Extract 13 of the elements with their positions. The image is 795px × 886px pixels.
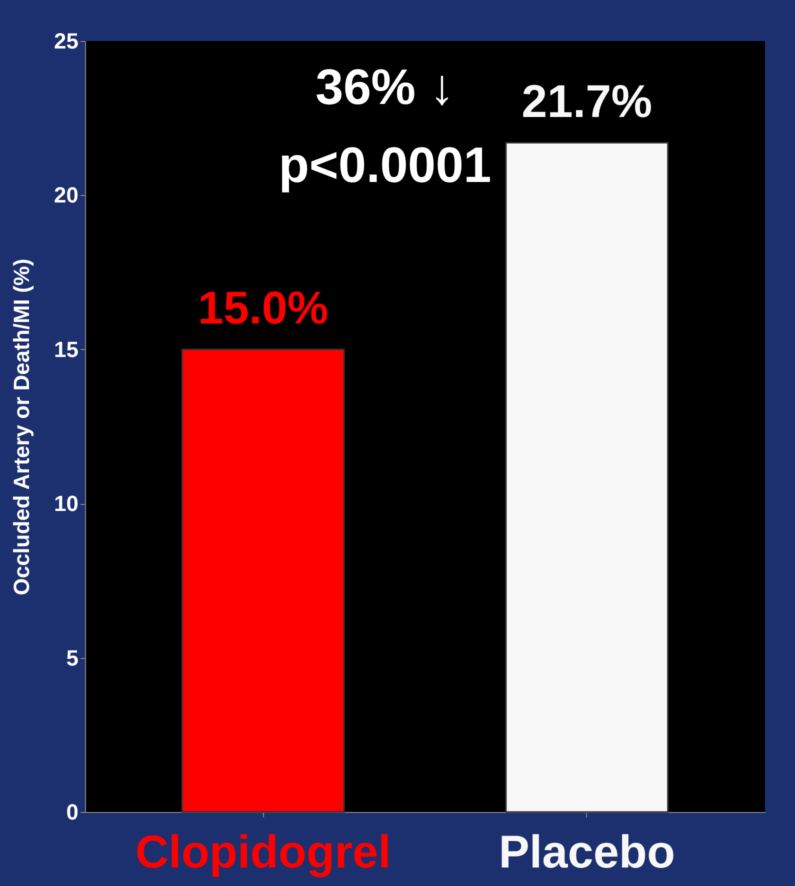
y-tick-label: 20 — [54, 182, 78, 208]
y-axis-title: Occluded Artery or Death/MI (%) — [9, 258, 34, 596]
y-tick-label: 10 — [54, 491, 78, 516]
data-label: 15.0% — [198, 281, 328, 334]
y-tick-label: 25 — [54, 28, 78, 54]
y-tick-label: 15 — [54, 336, 78, 362]
annotation: p<0.0001 — [278, 137, 492, 193]
x-tick-label: Placebo — [498, 826, 676, 878]
annotation: 36% ↓ — [316, 59, 454, 115]
x-tick-label: Clopidogrel — [135, 826, 391, 878]
data-label: 21.7% — [522, 74, 652, 127]
y-tick-label: 5 — [66, 645, 78, 670]
y-tick-label: 0 — [66, 800, 78, 824]
